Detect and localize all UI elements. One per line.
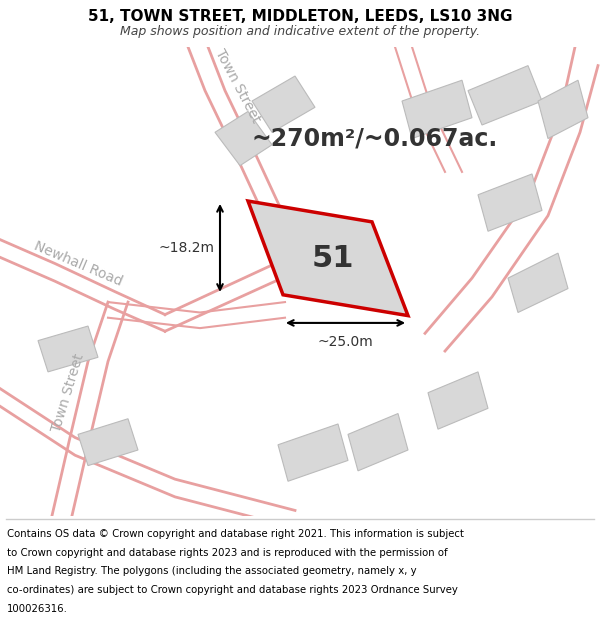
- Text: Town Street: Town Street: [213, 48, 263, 126]
- Polygon shape: [428, 372, 488, 429]
- Polygon shape: [468, 66, 542, 125]
- Text: Newhall Road: Newhall Road: [32, 239, 124, 289]
- Polygon shape: [538, 80, 588, 139]
- Text: Town Street: Town Street: [49, 352, 86, 434]
- Polygon shape: [38, 326, 98, 372]
- Polygon shape: [215, 111, 272, 166]
- Text: ~18.2m: ~18.2m: [159, 241, 215, 255]
- Polygon shape: [508, 253, 568, 312]
- Text: 51, TOWN STREET, MIDDLETON, LEEDS, LS10 3NG: 51, TOWN STREET, MIDDLETON, LEEDS, LS10 …: [88, 9, 512, 24]
- Text: ~25.0m: ~25.0m: [317, 336, 373, 349]
- Polygon shape: [348, 414, 408, 471]
- Polygon shape: [252, 76, 315, 132]
- Text: 51: 51: [311, 244, 354, 273]
- Text: co-ordinates) are subject to Crown copyright and database rights 2023 Ordnance S: co-ordinates) are subject to Crown copyr…: [7, 585, 458, 595]
- Polygon shape: [78, 419, 138, 466]
- Text: Map shows position and indicative extent of the property.: Map shows position and indicative extent…: [120, 24, 480, 38]
- Polygon shape: [402, 80, 472, 139]
- Text: ~270m²/~0.067ac.: ~270m²/~0.067ac.: [252, 126, 498, 151]
- Polygon shape: [248, 201, 408, 316]
- Text: 100026316.: 100026316.: [7, 604, 68, 614]
- Text: to Crown copyright and database rights 2023 and is reproduced with the permissio: to Crown copyright and database rights 2…: [7, 548, 448, 558]
- Polygon shape: [278, 424, 348, 481]
- Polygon shape: [478, 174, 542, 231]
- Text: HM Land Registry. The polygons (including the associated geometry, namely x, y: HM Land Registry. The polygons (includin…: [7, 566, 417, 576]
- Text: Contains OS data © Crown copyright and database right 2021. This information is : Contains OS data © Crown copyright and d…: [7, 529, 464, 539]
